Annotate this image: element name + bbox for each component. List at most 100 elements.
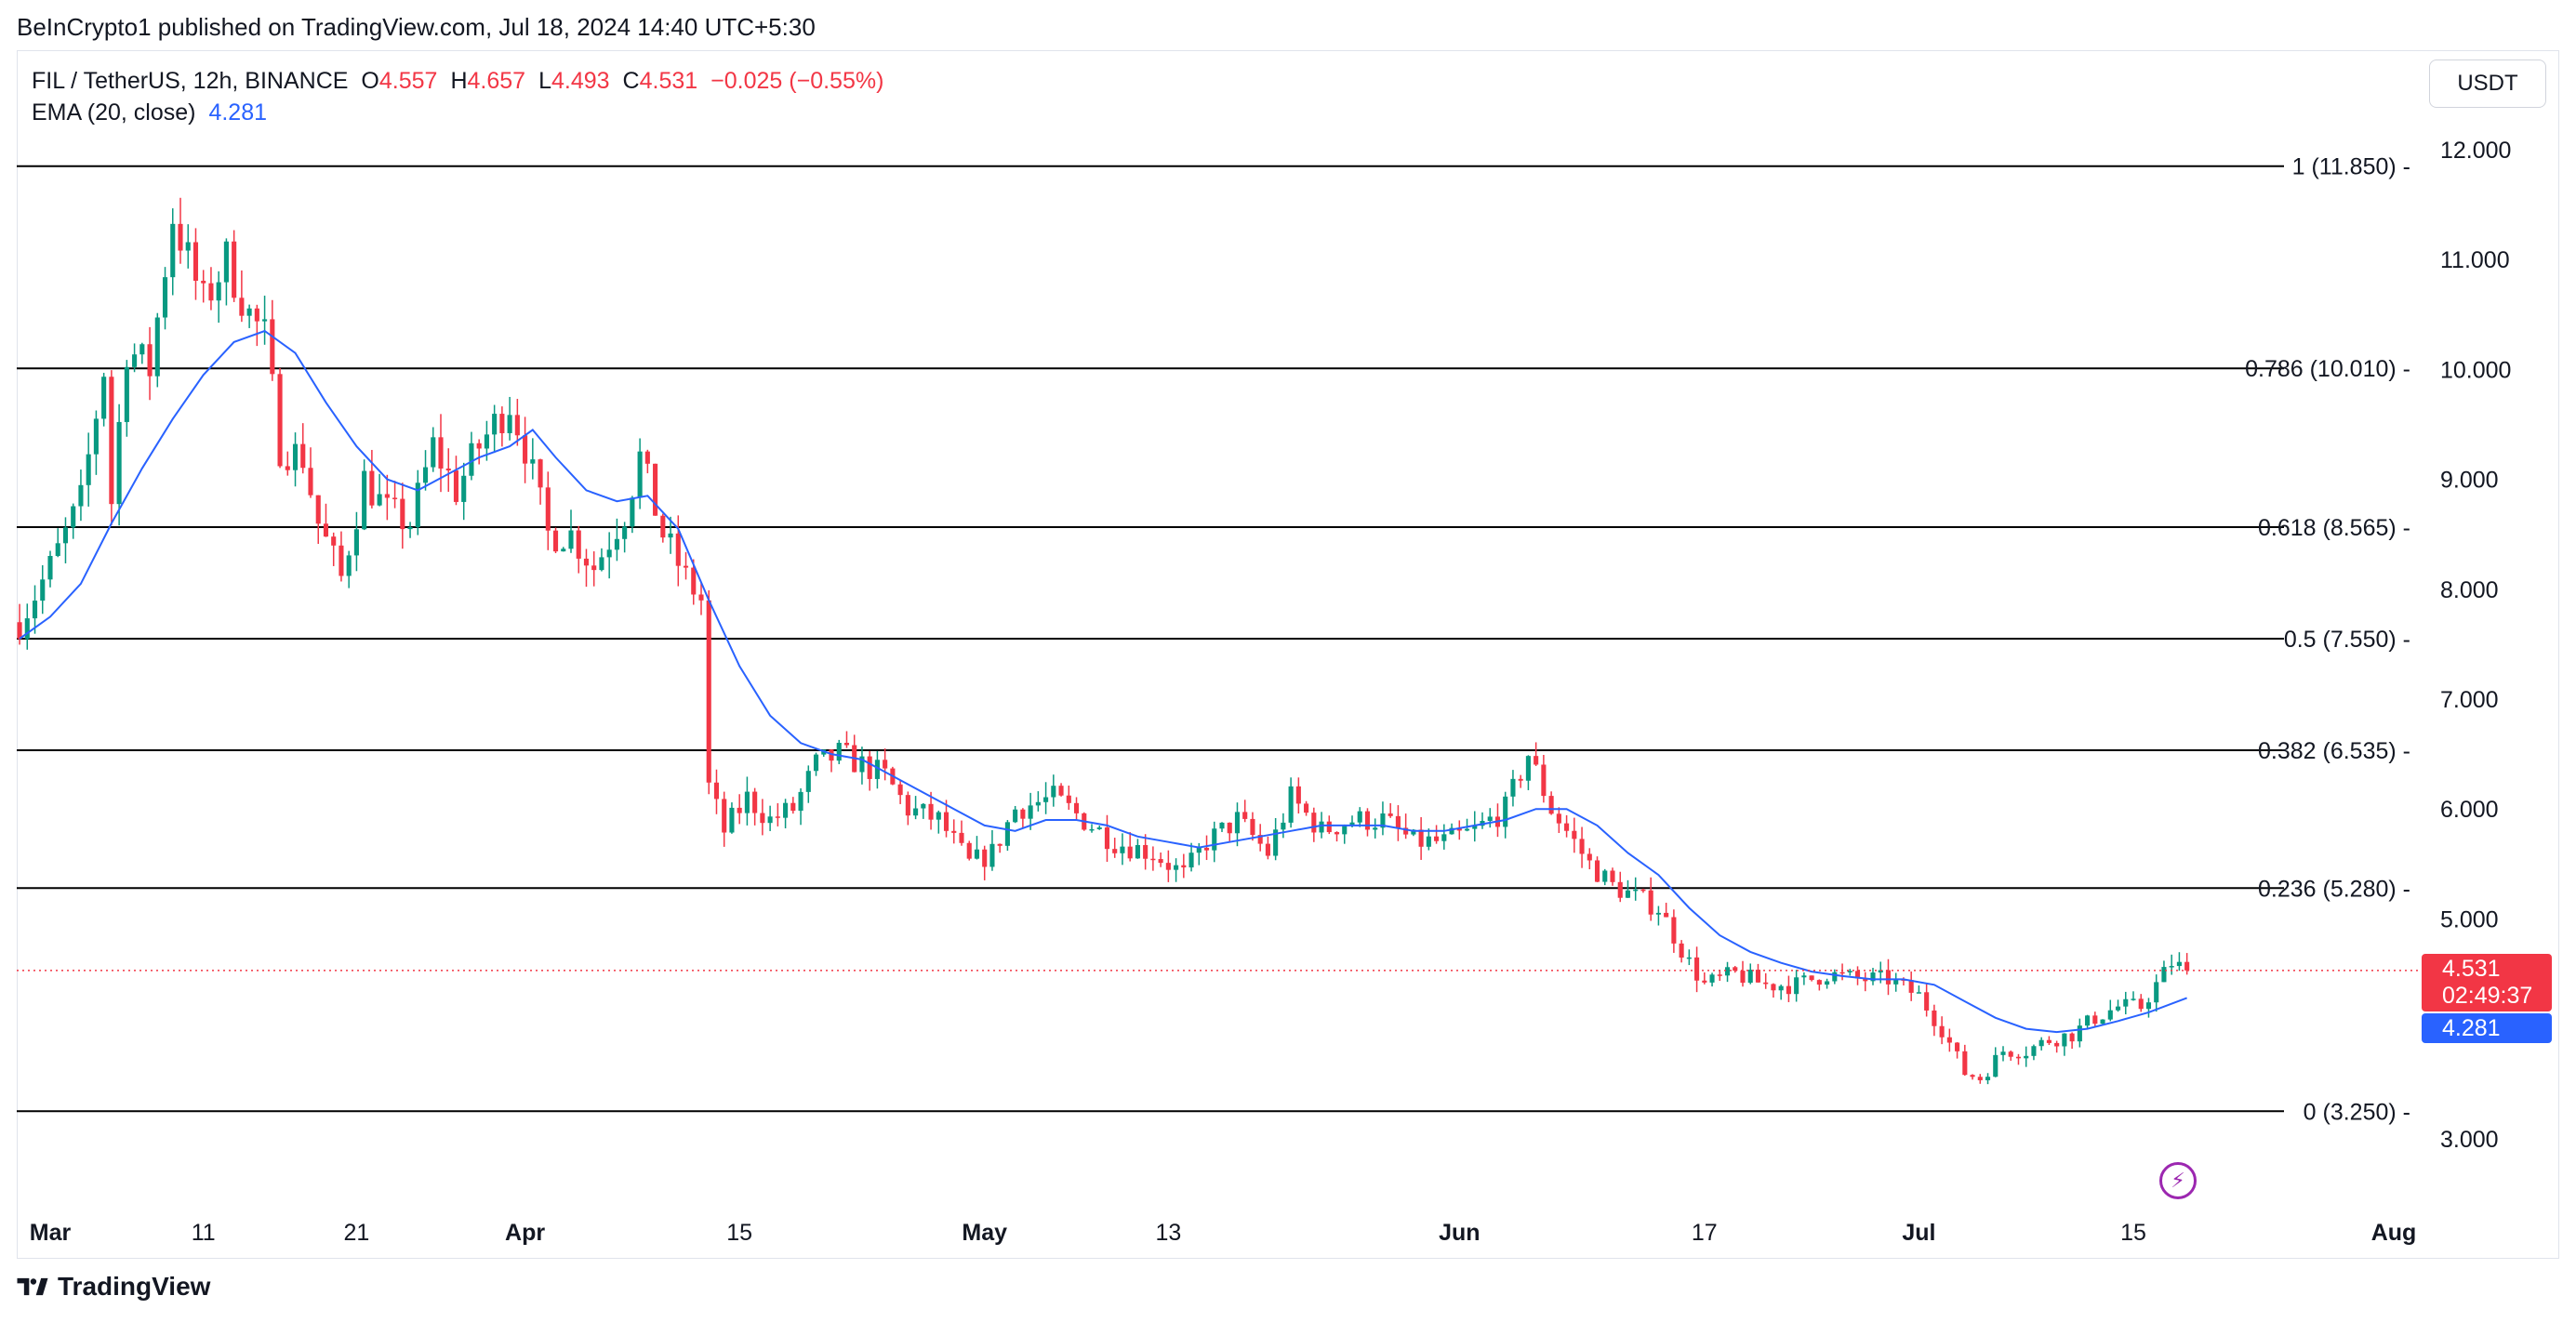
currency-button[interactable]: USDT — [2429, 59, 2546, 108]
candle — [1028, 792, 1033, 830]
candle — [1778, 985, 1784, 1000]
candle — [1020, 808, 1026, 829]
candle — [523, 416, 528, 483]
candle — [1288, 777, 1294, 828]
candle — [2092, 1011, 2098, 1027]
candle — [1939, 1016, 1945, 1045]
candle — [438, 414, 444, 493]
price-axis-tick-label: 6.000 — [2440, 797, 2499, 823]
candle — [277, 367, 283, 469]
candle — [1587, 848, 1592, 870]
candle — [270, 299, 275, 381]
candle — [713, 769, 720, 814]
candle — [1594, 856, 1600, 882]
candle — [913, 796, 919, 820]
candle — [683, 551, 689, 580]
candle — [1510, 770, 1516, 807]
candle — [1740, 960, 1746, 987]
candle — [2077, 1018, 2082, 1048]
price-axis-tick-label: 5.000 — [2440, 906, 2499, 932]
candle — [353, 511, 359, 572]
candle — [116, 403, 122, 526]
ohlc-close: C4.531 — [622, 67, 698, 94]
candle — [936, 810, 941, 834]
fib-retracement[interactable]: 1 (11.850) - 0.786 (10.010) - 0.618 (8.565… — [17, 154, 2410, 1126]
candle — [139, 342, 145, 364]
candle — [1013, 805, 1018, 824]
candle — [1066, 785, 1071, 810]
time-axis[interactable]: Mar 11 21 Apr 15 May 13 Jun 17 Jul 15 Aug — [30, 1220, 2417, 1246]
candle — [1977, 1074, 1983, 1084]
candle — [1035, 791, 1041, 812]
candle — [292, 432, 299, 487]
candle — [1893, 972, 1899, 992]
candle — [422, 450, 429, 491]
time-axis-tick-label: Jul — [1902, 1220, 1935, 1246]
candle — [1771, 983, 1776, 998]
candle — [1227, 822, 1232, 842]
candle — [1640, 888, 1646, 893]
candle — [1073, 797, 1080, 821]
candle — [2024, 1046, 2029, 1067]
tradingview-logo[interactable]: TradingView — [17, 1272, 210, 1302]
candle — [1518, 774, 1523, 788]
price-axis-tick-label: 7.000 — [2440, 687, 2499, 713]
candle — [185, 224, 191, 269]
candle — [40, 565, 46, 615]
candle — [1357, 807, 1362, 827]
candle — [2176, 952, 2182, 972]
candle — [1985, 1073, 1991, 1085]
symbol-title[interactable]: FIL / TetherUS, 12h, BINANCE — [32, 67, 349, 94]
candle — [852, 734, 857, 773]
candle — [668, 516, 673, 554]
candle — [1955, 1041, 1960, 1059]
candle — [369, 449, 375, 509]
time-axis-tick-label: 11 — [192, 1220, 216, 1246]
candle — [147, 326, 153, 401]
candle — [1617, 871, 1623, 903]
candle — [1932, 1004, 1937, 1037]
candle — [1234, 802, 1241, 847]
ema-indicator-label[interactable]: EMA (20, close) — [32, 99, 196, 126]
candle — [1281, 813, 1286, 839]
candle — [32, 585, 38, 634]
candle — [599, 548, 604, 572]
ohlc-open: O4.557 — [361, 67, 438, 94]
candle — [86, 432, 91, 507]
candle — [1993, 1047, 1998, 1077]
candle — [1863, 972, 1868, 992]
candle — [1388, 802, 1393, 818]
candle — [1694, 946, 1700, 993]
chart-legend: FIL / TetherUS, 12h, BINANCE O4.557 H4.6… — [32, 65, 883, 128]
candle — [1127, 832, 1133, 862]
time-axis-tick-label: 15 — [726, 1220, 752, 1246]
candle — [843, 731, 850, 748]
candle — [2015, 1053, 2022, 1065]
candle — [132, 343, 138, 373]
candle — [561, 547, 566, 552]
price-axis-tick-label: 3.000 — [2440, 1127, 2499, 1153]
candle — [2161, 960, 2167, 983]
candle — [1441, 824, 1447, 850]
candle — [492, 404, 498, 454]
candle — [308, 447, 313, 498]
candle — [1679, 940, 1684, 963]
candle — [78, 469, 84, 522]
lightning-icon[interactable]: ⚡ — [2159, 1162, 2197, 1199]
time-axis-tick-label: Apr — [505, 1220, 545, 1246]
time-axis-tick-label: 17 — [1692, 1220, 1718, 1246]
candle — [2131, 991, 2136, 1001]
candle — [706, 589, 711, 795]
candle — [1120, 833, 1125, 866]
candle — [675, 515, 681, 587]
candle — [1602, 868, 1608, 886]
candle — [729, 802, 735, 834]
candle — [2184, 953, 2190, 975]
candle — [154, 312, 160, 388]
candle — [1786, 975, 1791, 1002]
candle — [1655, 906, 1661, 926]
candle — [576, 525, 581, 574]
candle — [1870, 968, 1876, 985]
candle — [874, 750, 880, 789]
